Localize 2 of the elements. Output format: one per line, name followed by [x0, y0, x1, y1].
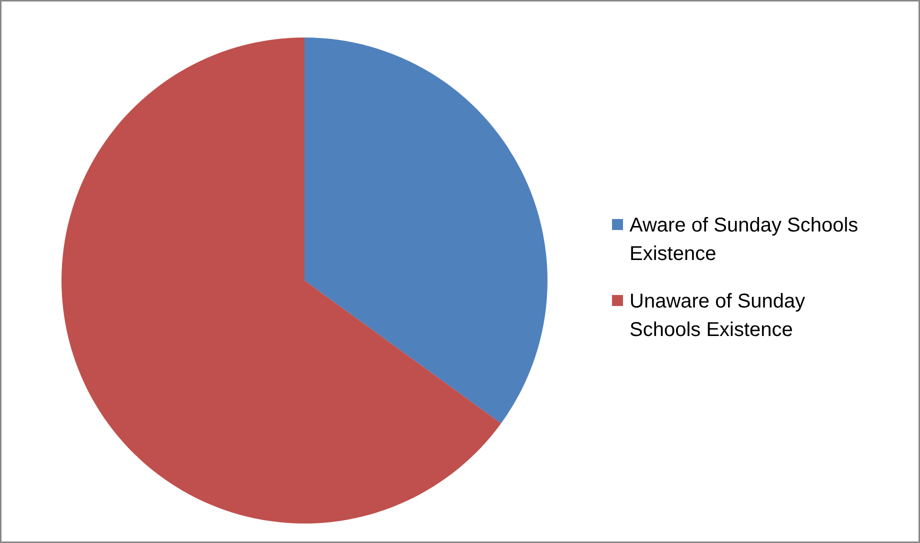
legend-label: Aware of Sunday Schools Existence: [630, 214, 858, 266]
legend-label: Unaware of Sunday Schools Existence: [630, 290, 806, 342]
